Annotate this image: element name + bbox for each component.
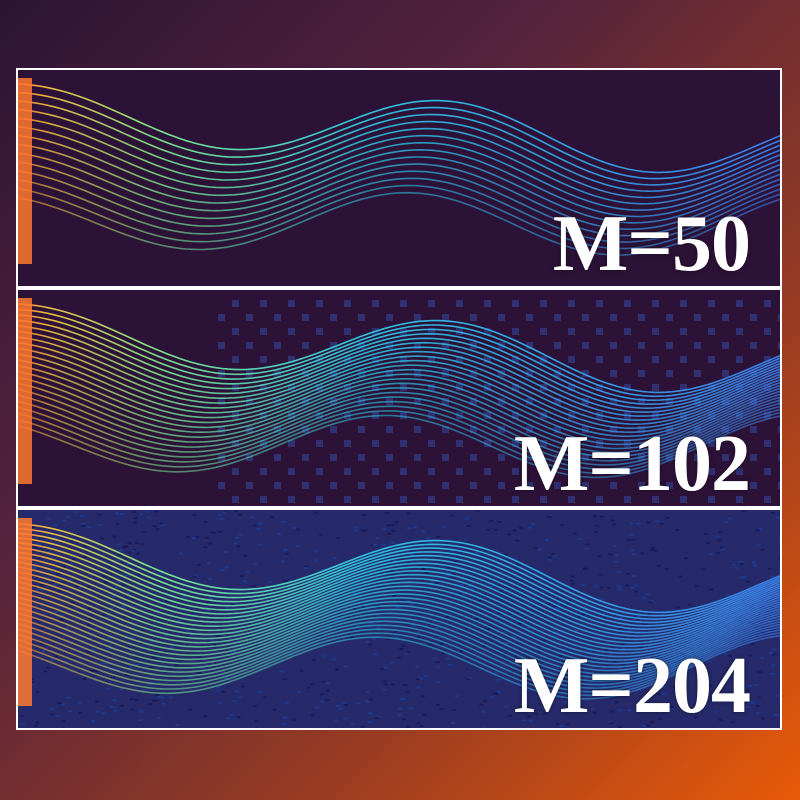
panel-divider bbox=[16, 286, 782, 290]
panel-divider bbox=[16, 506, 782, 510]
wave-lines bbox=[18, 83, 780, 256]
panel-label-m204: M=204 bbox=[513, 642, 751, 728]
source-edge bbox=[18, 298, 32, 484]
panel-m102: M=102 bbox=[18, 290, 780, 506]
wave-pattern-m50 bbox=[18, 78, 780, 264]
panel-m50: M=50 bbox=[18, 70, 780, 286]
panel-label-m50: M=50 bbox=[552, 200, 751, 286]
figure-frame bbox=[16, 68, 782, 730]
wave-lines bbox=[18, 523, 780, 700]
wave-pattern-m102 bbox=[18, 298, 780, 503]
panel-label-m102: M=102 bbox=[513, 420, 751, 506]
wave-pattern-m204 bbox=[18, 510, 780, 728]
source-edge bbox=[18, 518, 32, 706]
panel-m204: M=204 bbox=[18, 510, 780, 728]
source-edge bbox=[18, 78, 32, 264]
wave-lines bbox=[18, 303, 780, 479]
